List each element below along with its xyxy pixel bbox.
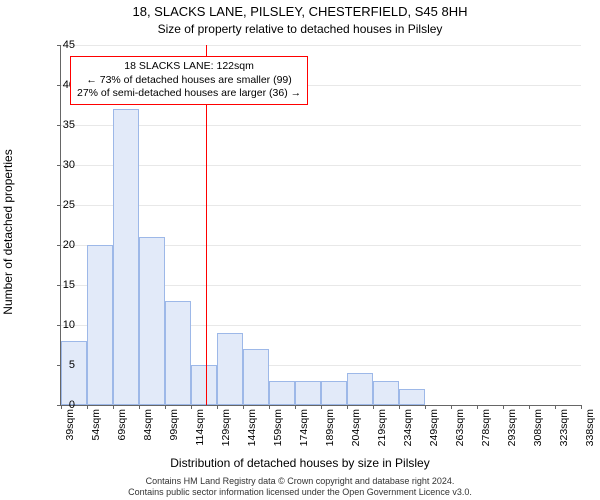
x-tick-label: 69sqm	[116, 409, 128, 459]
grid-line	[61, 45, 581, 46]
histogram-bar	[87, 245, 113, 405]
x-tick-mark	[581, 405, 582, 409]
x-tick-label: 278sqm	[480, 409, 492, 459]
y-tick-label: 10	[45, 319, 75, 331]
y-tick-label: 45	[45, 39, 75, 51]
x-tick-mark	[477, 405, 478, 409]
x-tick-label: 99sqm	[168, 409, 180, 459]
footer-attribution: Contains HM Land Registry data © Crown c…	[0, 476, 600, 498]
histogram-bar	[191, 365, 217, 405]
x-tick-mark	[191, 405, 192, 409]
chart-title: 18, SLACKS LANE, PILSLEY, CHESTERFIELD, …	[0, 4, 600, 19]
grid-line	[61, 205, 581, 206]
x-tick-mark	[555, 405, 556, 409]
x-tick-label: 308sqm	[532, 409, 544, 459]
x-tick-mark	[503, 405, 504, 409]
x-tick-label: 234sqm	[402, 409, 414, 459]
chart-subtitle: Size of property relative to detached ho…	[0, 22, 600, 36]
histogram-bar	[139, 237, 165, 405]
x-tick-label: 204sqm	[350, 409, 362, 459]
y-tick-label: 15	[45, 279, 75, 291]
annotation-line1: 18 SLACKS LANE: 122sqm	[124, 60, 254, 72]
grid-line	[61, 165, 581, 166]
y-tick-label: 20	[45, 239, 75, 251]
x-tick-mark	[269, 405, 270, 409]
x-tick-label: 263sqm	[454, 409, 466, 459]
x-tick-label: 144sqm	[246, 409, 258, 459]
annotation-line3: 27% of semi-detached houses are larger (…	[77, 87, 301, 99]
x-tick-label: 189sqm	[324, 409, 336, 459]
histogram-bar	[347, 373, 373, 405]
x-tick-mark	[113, 405, 114, 409]
x-tick-mark	[243, 405, 244, 409]
x-tick-label: 129sqm	[220, 409, 232, 459]
x-tick-label: 293sqm	[506, 409, 518, 459]
x-tick-label: 39sqm	[64, 409, 76, 459]
grid-line	[61, 125, 581, 126]
x-tick-label: 338sqm	[584, 409, 596, 459]
histogram-bar	[373, 381, 399, 405]
histogram-bar	[165, 301, 191, 405]
x-tick-label: 84sqm	[142, 409, 154, 459]
x-tick-label: 54sqm	[90, 409, 102, 459]
y-axis-label: Number of detached properties	[1, 149, 15, 314]
x-tick-mark	[139, 405, 140, 409]
x-tick-mark	[347, 405, 348, 409]
annotation-line2: ← 73% of detached houses are smaller (99…	[86, 74, 291, 86]
chart-container: 18, SLACKS LANE, PILSLEY, CHESTERFIELD, …	[0, 0, 600, 500]
histogram-bar	[217, 333, 243, 405]
x-tick-mark	[321, 405, 322, 409]
histogram-bar	[113, 109, 139, 405]
x-tick-mark	[295, 405, 296, 409]
x-tick-mark	[529, 405, 530, 409]
y-tick-label: 35	[45, 119, 75, 131]
footer-line2: Contains public sector information licen…	[128, 487, 472, 497]
histogram-bar	[269, 381, 295, 405]
histogram-bar	[295, 381, 321, 405]
histogram-bar	[321, 381, 347, 405]
x-tick-mark	[217, 405, 218, 409]
x-tick-mark	[87, 405, 88, 409]
x-tick-label: 249sqm	[428, 409, 440, 459]
footer-line1: Contains HM Land Registry data © Crown c…	[146, 476, 455, 486]
x-tick-label: 323sqm	[558, 409, 570, 459]
x-tick-label: 159sqm	[272, 409, 284, 459]
x-tick-mark	[373, 405, 374, 409]
histogram-bar	[399, 389, 425, 405]
y-tick-label: 25	[45, 199, 75, 211]
histogram-bar	[243, 349, 269, 405]
x-tick-label: 174sqm	[298, 409, 310, 459]
histogram-bar	[61, 341, 87, 405]
x-tick-label: 219sqm	[376, 409, 388, 459]
x-tick-mark	[425, 405, 426, 409]
y-tick-label: 5	[45, 359, 75, 371]
annotation-box: 18 SLACKS LANE: 122sqm ← 73% of detached …	[70, 56, 308, 105]
x-tick-mark	[165, 405, 166, 409]
x-tick-mark	[451, 405, 452, 409]
x-tick-mark	[399, 405, 400, 409]
y-tick-label: 30	[45, 159, 75, 171]
x-tick-label: 114sqm	[194, 409, 206, 459]
